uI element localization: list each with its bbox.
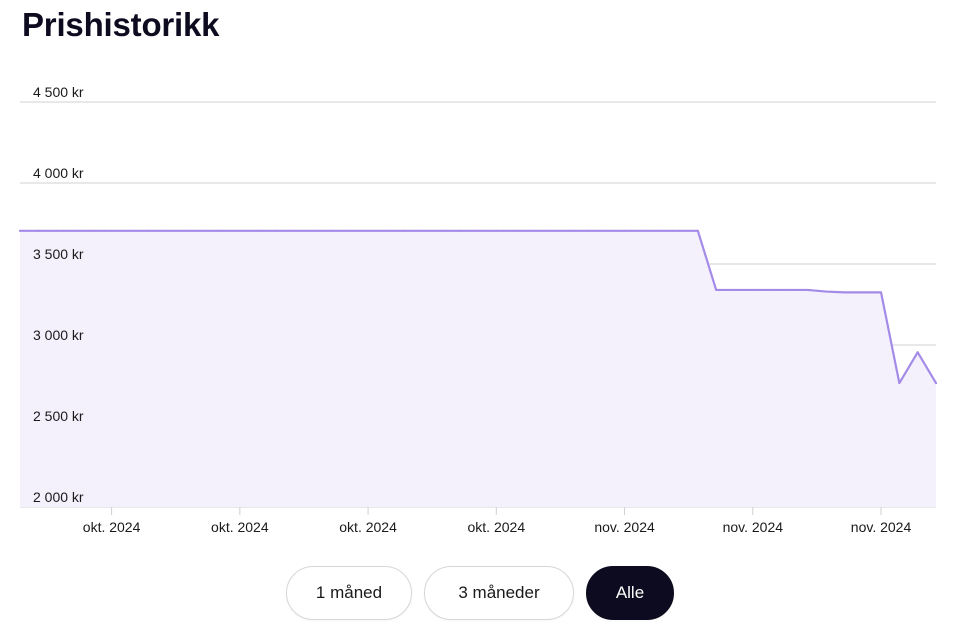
data-point — [92, 229, 95, 232]
time-range-selector: 1 måned 3 måneder Alle — [0, 560, 960, 630]
data-point — [367, 229, 370, 232]
data-point — [623, 229, 626, 232]
range-all-button[interactable]: Alle — [586, 566, 674, 620]
data-point — [275, 229, 278, 232]
range-3-months-button[interactable]: 3 måneder — [424, 566, 574, 620]
x-tick-label: nov. 2024 — [851, 519, 912, 535]
data-point — [788, 288, 791, 291]
data-point — [330, 229, 333, 232]
data-point — [19, 229, 21, 232]
data-point — [73, 229, 76, 232]
data-point — [880, 291, 883, 294]
y-tick-label: 3 500 kr — [33, 246, 84, 262]
data-point — [440, 229, 443, 232]
data-point — [385, 229, 388, 232]
x-axis: okt. 2024 okt. 2024 okt. 2024 okt. 2024 nov.… — [83, 507, 912, 535]
x-tick-label: okt. 2024 — [211, 519, 269, 535]
data-point — [110, 229, 113, 232]
data-point — [715, 288, 718, 291]
page-title: Prishistorikk — [22, 6, 220, 43]
y-tick-label: 3 000 kr — [33, 327, 84, 343]
data-point — [257, 229, 260, 232]
data-point — [751, 288, 754, 291]
data-point — [696, 229, 699, 232]
x-tick-label: okt. 2024 — [83, 519, 141, 535]
data-point — [531, 229, 534, 232]
x-tick-label: okt. 2024 — [339, 519, 397, 535]
y-tick-label: 2 000 kr — [33, 489, 84, 505]
data-point — [733, 288, 736, 291]
data-point — [128, 229, 131, 232]
data-point — [312, 229, 315, 232]
data-point — [550, 229, 553, 232]
data-point — [458, 229, 461, 232]
area-layer — [20, 230, 936, 508]
data-point — [586, 229, 589, 232]
data-point — [293, 229, 296, 232]
y-axis-labels: 2 000 kr 2 500 kr 3 000 kr 3 500 kr 4 000 kr… — [33, 84, 84, 505]
data-point — [898, 382, 901, 385]
x-tick-label: nov. 2024 — [723, 519, 784, 535]
data-point — [422, 229, 425, 232]
data-point — [183, 229, 186, 232]
x-tick-label: okt. 2024 — [468, 519, 526, 535]
data-point — [678, 229, 681, 232]
data-point — [165, 229, 168, 232]
price-history-chart: 2 000 kr 2 500 kr 3 000 kr 3 500 kr 4 000 kr… — [18, 84, 938, 535]
price-area-fill — [20, 230, 936, 508]
y-tick-label: 4 500 kr — [33, 84, 84, 100]
data-point — [403, 229, 406, 232]
data-point — [861, 291, 864, 294]
data-point — [238, 229, 241, 232]
data-point — [843, 291, 846, 294]
data-point — [825, 290, 828, 293]
data-point — [568, 229, 571, 232]
line-layer — [18, 229, 938, 385]
data-point — [916, 351, 919, 354]
data-point — [935, 382, 937, 385]
x-tick-label: nov. 2024 — [594, 519, 655, 535]
y-tick-label: 4 000 kr — [33, 165, 84, 181]
data-point — [55, 229, 58, 232]
data-point — [605, 229, 608, 232]
data-point — [202, 229, 205, 232]
data-point — [477, 229, 479, 232]
data-point — [513, 229, 516, 232]
data-point — [495, 229, 498, 232]
data-point — [806, 288, 809, 291]
range-1-month-button[interactable]: 1 måned — [286, 566, 412, 620]
y-tick-label: 2 500 kr — [33, 408, 84, 424]
data-point — [641, 229, 644, 232]
data-point — [147, 229, 150, 232]
data-point — [37, 229, 40, 232]
data-point — [220, 229, 223, 232]
data-point — [770, 288, 773, 291]
data-point — [660, 229, 663, 232]
data-point — [348, 229, 351, 232]
